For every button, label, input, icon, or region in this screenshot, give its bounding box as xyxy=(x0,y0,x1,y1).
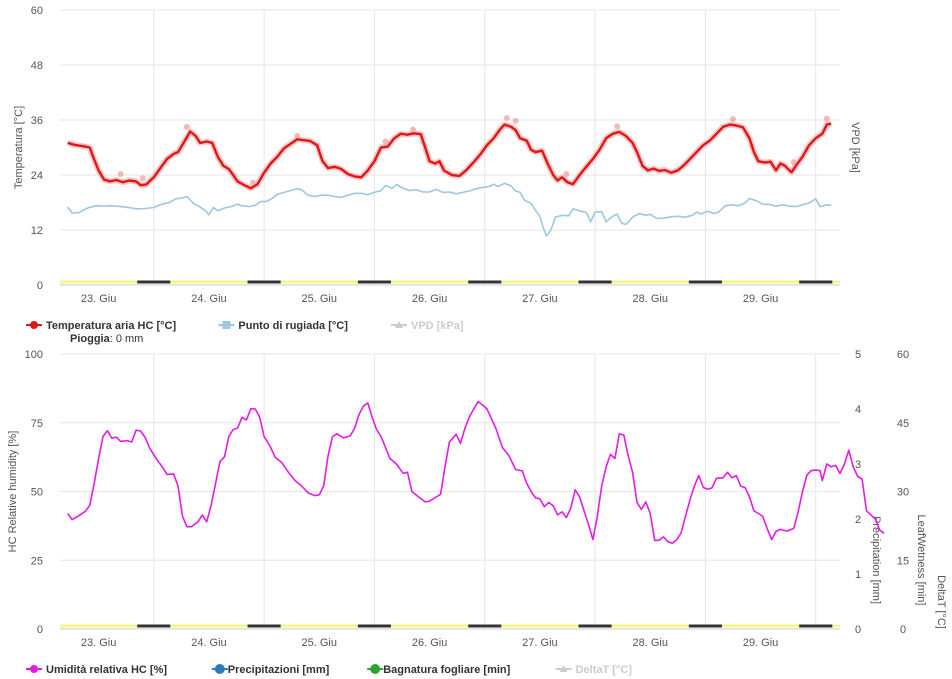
x-tick-label: 23. Giu xyxy=(81,293,116,305)
range-band-point xyxy=(729,116,736,123)
legend-item-umidit-relativa-hc: Umidità relativa HC [%] xyxy=(26,664,167,676)
legend-label: Temperatura aria HC [°C] xyxy=(46,320,176,332)
y-tick-label: 12 xyxy=(31,225,43,237)
legend-swatch-marker xyxy=(559,665,568,672)
range-band-point xyxy=(183,123,190,130)
y-tick-label: 24 xyxy=(31,170,43,182)
range-band-point xyxy=(503,115,510,122)
y2-tick-label: 1 xyxy=(855,569,861,581)
y-tick-label: 25 xyxy=(31,555,43,567)
legend-label: VPD [kPa] xyxy=(411,320,464,332)
legend-label: Precipitazioni [mm] xyxy=(228,664,330,676)
legend-label: Bagnatura fogliare [min] xyxy=(383,664,510,676)
series-line-umidit-relativa-hc xyxy=(67,400,885,544)
y-tick-label: 60 xyxy=(31,5,43,17)
y2-axis-title: VPD [kPa] xyxy=(849,122,861,173)
range-band-point xyxy=(563,171,570,178)
y2-tick-label: 45 xyxy=(897,418,909,430)
y2-axis-title: DeltaT [°C] xyxy=(935,575,947,629)
y2-tick-label: 0 xyxy=(900,624,906,636)
legend-item-punto-di-rugiada-c: Punto di rugiada [°C] xyxy=(218,320,348,332)
legend-swatch-marker xyxy=(222,321,231,329)
legend-label: Umidità relativa HC [%] xyxy=(46,664,167,676)
x-tick-label: 26. Giu xyxy=(412,637,447,649)
y2-tick-label: 0 xyxy=(855,624,861,636)
y2-tick-label: 5 xyxy=(855,349,861,361)
y-tick-label: 48 xyxy=(31,60,43,72)
x-tick-label: 26. Giu xyxy=(412,293,447,305)
range-band-point xyxy=(117,171,124,178)
range-band-point xyxy=(512,117,519,124)
y-tick-label: 100 xyxy=(25,349,43,361)
legend-item-bagnatura-fogliare-min: Bagnatura fogliare [min] xyxy=(367,664,511,676)
y-axis-title: Temperatura [°C] xyxy=(13,106,25,189)
x-tick-label: 27. Giu xyxy=(522,293,557,305)
y2-tick-label: 15 xyxy=(897,555,909,567)
legend-swatch-marker xyxy=(395,321,403,328)
x-tick-label: 28. Giu xyxy=(633,637,668,649)
series-line-punto-di-rugiada-c xyxy=(67,182,832,237)
x-tick-label: 24. Giu xyxy=(191,293,226,305)
x-tick-label: 23. Giu xyxy=(81,637,116,649)
rain-label: Pioggia xyxy=(70,333,110,345)
legend-label: DeltaT [°C] xyxy=(576,664,633,676)
legend-swatch-marker xyxy=(30,665,38,673)
x-tick-label: 29. Giu xyxy=(743,293,778,305)
x-tick-label: 24. Giu xyxy=(191,637,226,649)
legend-swatch-marker xyxy=(214,664,225,674)
legend-item-precipitazioni-mm: Precipitazioni [mm] xyxy=(211,664,330,676)
y2-tick-label: 30 xyxy=(897,487,909,499)
y2-tick-label: 3 xyxy=(855,459,861,471)
range-band-point xyxy=(823,115,830,122)
y2-axis-title: LeafWetness [min] xyxy=(915,515,927,606)
y-tick-label: 0 xyxy=(37,624,43,636)
y2-tick-label: 2 xyxy=(855,514,861,526)
x-tick-label: 25. Giu xyxy=(302,637,337,649)
y-tick-label: 0 xyxy=(37,280,43,292)
legend-item-deltat-c: DeltaT [°C] xyxy=(555,664,633,676)
x-tick-label: 28. Giu xyxy=(633,293,668,305)
rain-summary: Pioggia: 0 mm xyxy=(70,333,143,345)
temperature-chart: 0 12 24 36 48 60 Temperatura [°C] VPD [kPa] 23. … xyxy=(13,5,861,332)
legend-item-temperatura-aria-hc-c: Temperatura aria HC [°C] xyxy=(26,320,176,332)
x-tick-label: 29. Giu xyxy=(743,637,778,649)
y-tick-label: 75 xyxy=(31,418,43,430)
range-band-point xyxy=(139,175,146,182)
y-axis-title: HC Relative humidity [%] xyxy=(7,431,19,553)
y2-tick-label: 4 xyxy=(855,404,861,416)
series-line-temperatura-aria-hc-c xyxy=(67,122,832,190)
y-tick-label: 36 xyxy=(31,115,43,127)
y2-tick-label: 60 xyxy=(897,349,909,361)
x-tick-label: 27. Giu xyxy=(522,637,557,649)
legend-item-vpd-kpa: VPD [kPa] xyxy=(391,320,464,332)
legend-swatch-marker xyxy=(30,321,38,329)
x-tick-label: 25. Giu xyxy=(302,293,337,305)
y-tick-label: 50 xyxy=(31,487,43,499)
legend-swatch-marker xyxy=(370,664,381,674)
range-band-point xyxy=(614,123,621,130)
y2-axis-title: Precipitation [mm] xyxy=(870,516,882,604)
legend-label: Punto di rugiada [°C] xyxy=(238,320,348,332)
rain-value: : 0 mm xyxy=(109,333,144,345)
